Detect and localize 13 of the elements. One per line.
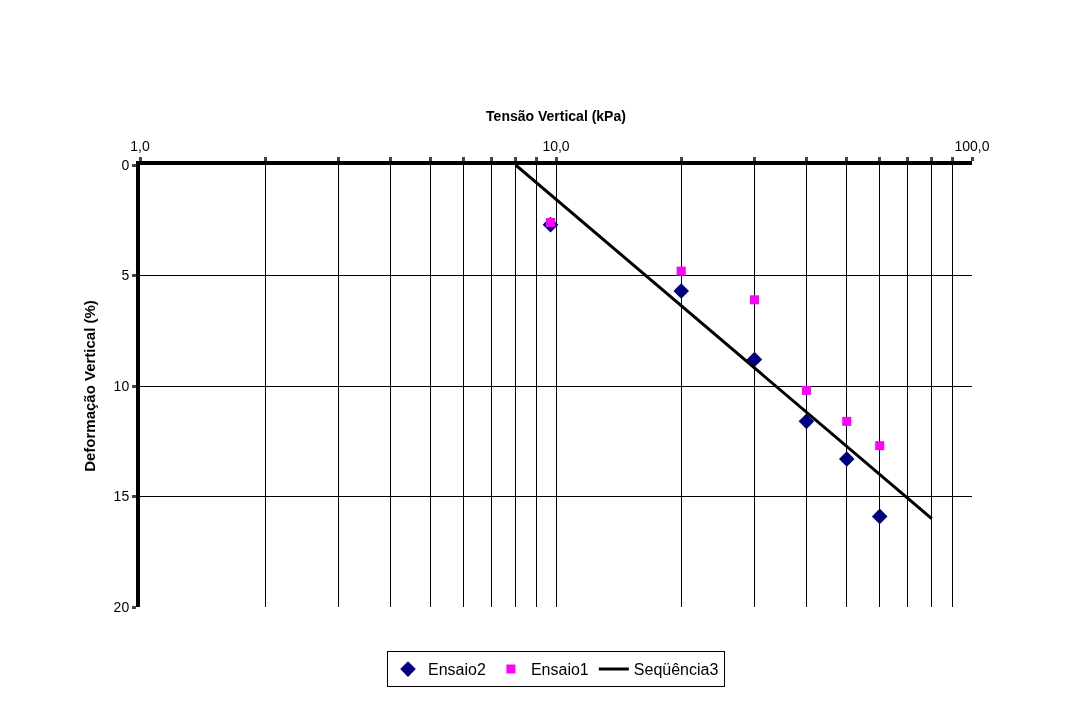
- x-tick-label: 100,0: [954, 138, 990, 155]
- legend-label: Ensaio1: [530, 661, 589, 679]
- y-tick-label: 20: [113, 598, 130, 615]
- y-tick-label: 5: [121, 267, 130, 284]
- y-tick-label: 10: [113, 377, 130, 394]
- legend-label: Ensaio2: [428, 661, 486, 679]
- y-tick-label: 15: [113, 488, 130, 505]
- x-tick-label: 1,0: [130, 138, 150, 155]
- y-tick-label: 0: [121, 156, 130, 173]
- x-tick-label: 10,0: [542, 138, 570, 155]
- legend-label: Seqüência3: [633, 661, 719, 679]
- y-axis-title: Deformação Vertical (%): [81, 300, 99, 472]
- x-axis-title: Tensão Vertical (kPa): [486, 107, 626, 124]
